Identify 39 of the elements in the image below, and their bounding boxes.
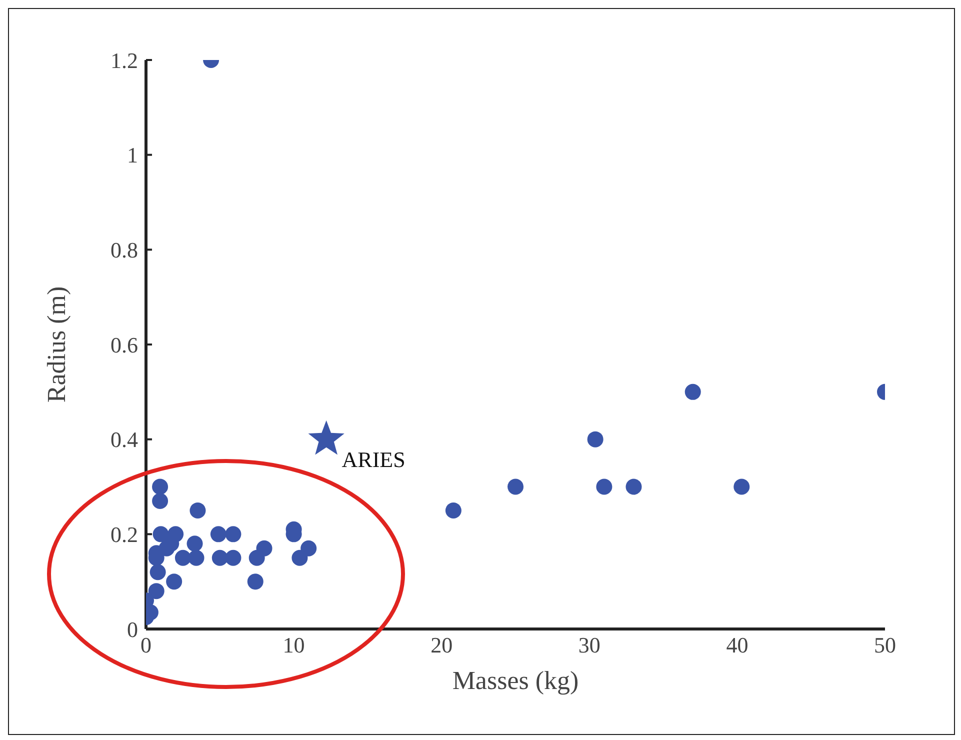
x-tick-label: 10 xyxy=(282,632,305,658)
point xyxy=(174,550,191,566)
point xyxy=(248,550,265,566)
y-tick-label: 0.4 xyxy=(110,427,138,452)
point xyxy=(508,478,524,495)
series-label: ARIES xyxy=(342,446,406,472)
point xyxy=(292,550,308,566)
x-tick-label: 40 xyxy=(726,632,748,658)
y-tick-label: 0.2 xyxy=(110,522,138,547)
point xyxy=(152,492,168,509)
x-axis-title: Masses (kg) xyxy=(452,666,579,695)
point xyxy=(225,526,242,542)
point xyxy=(626,478,642,495)
point xyxy=(150,564,166,580)
point xyxy=(148,583,164,600)
y-tick-label: 0.8 xyxy=(110,237,138,262)
y-tick-label: 1 xyxy=(127,142,138,168)
point xyxy=(152,526,169,542)
point xyxy=(247,574,264,590)
point xyxy=(166,574,182,590)
x-tick-label: 30 xyxy=(578,632,600,658)
point xyxy=(152,478,168,495)
point xyxy=(587,431,604,448)
y-tick-label: 0 xyxy=(127,616,138,642)
point xyxy=(445,502,462,518)
y-tick-label: 0.6 xyxy=(110,332,138,358)
point xyxy=(212,550,228,566)
point xyxy=(186,536,203,552)
point xyxy=(596,478,612,495)
point xyxy=(190,502,206,518)
x-tick-label: 20 xyxy=(430,632,453,658)
y-axis-title: Radius (m) xyxy=(42,286,72,403)
point xyxy=(188,550,204,566)
point xyxy=(684,384,701,400)
point xyxy=(210,526,226,542)
y-tick-label: 1.2 xyxy=(110,48,138,73)
point xyxy=(734,478,750,495)
x-tick-label: 50 xyxy=(874,632,896,658)
point xyxy=(225,550,242,566)
